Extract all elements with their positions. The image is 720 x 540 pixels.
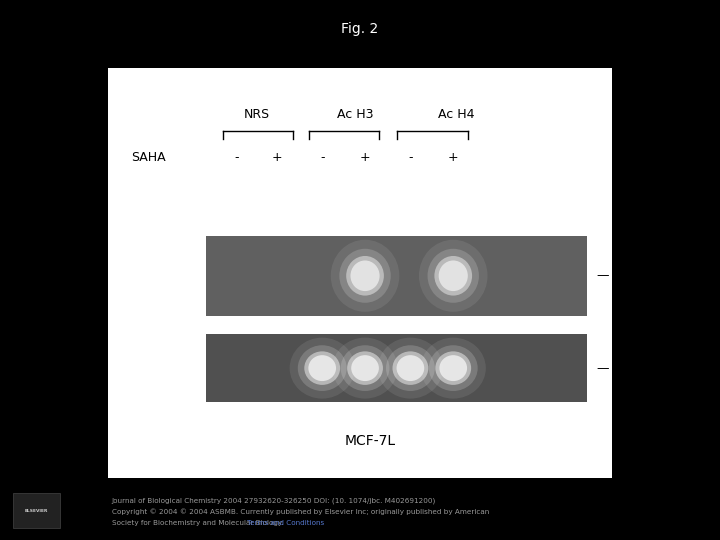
Text: +: + [271,151,282,164]
Ellipse shape [346,256,384,295]
Ellipse shape [397,355,424,381]
Text: +: + [360,151,370,164]
Text: Society for Biochemistry and Molecular Biology.: Society for Biochemistry and Molecular B… [112,519,285,526]
Ellipse shape [339,249,391,303]
Ellipse shape [333,338,397,399]
Text: MCF-7L: MCF-7L [344,434,396,448]
Ellipse shape [420,338,486,399]
Ellipse shape [305,352,340,385]
Ellipse shape [378,338,443,399]
Ellipse shape [436,352,471,385]
Text: ELSEVIER: ELSEVIER [24,509,48,513]
Ellipse shape [347,352,383,385]
Text: SAHA: SAHA [131,151,166,164]
Bar [206,334,587,402]
Text: Terms and Conditions: Terms and Conditions [247,519,324,526]
Ellipse shape [429,345,477,391]
Text: Copyright © 2004 © 2004 ASBMB. Currently published by Elsevier Inc; originally p: Copyright © 2004 © 2004 ASBMB. Currently… [112,509,489,515]
Ellipse shape [386,345,435,391]
Text: Fig. 2: Fig. 2 [341,22,379,36]
Ellipse shape [351,260,379,291]
Text: Ac H3: Ac H3 [337,108,373,121]
Ellipse shape [419,240,487,312]
Text: — Actin: — Actin [597,362,645,375]
Bar [206,236,587,316]
Text: NRS: NRS [243,108,270,121]
Text: +: + [448,151,459,164]
Text: -: - [234,151,239,164]
Ellipse shape [439,355,467,381]
Text: Journal of Biological Chemistry 2004 27932620-326250 DOI: (10. 1074/jbc. M402691: Journal of Biological Chemistry 2004 279… [112,498,436,504]
Ellipse shape [298,345,346,391]
Ellipse shape [428,249,479,303]
Bar [108,68,612,478]
Ellipse shape [438,260,468,291]
Text: -: - [320,151,325,164]
Ellipse shape [351,355,379,381]
Bar [13,493,60,528]
Ellipse shape [341,345,390,391]
Ellipse shape [434,256,472,295]
Ellipse shape [330,240,400,312]
Text: — RI: — RI [597,269,626,282]
Ellipse shape [308,355,336,381]
Text: -: - [408,151,413,164]
Text: Ac H4: Ac H4 [438,108,474,121]
Ellipse shape [392,352,428,385]
Ellipse shape [289,338,355,399]
